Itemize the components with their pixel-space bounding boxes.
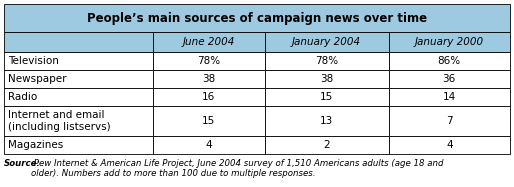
Text: 78%: 78% [197, 56, 221, 66]
Text: 38: 38 [203, 74, 215, 84]
Text: Television: Television [8, 56, 59, 66]
Bar [4, 4, 510, 32]
Bar [265, 32, 389, 52]
Text: 7: 7 [446, 116, 453, 126]
Bar [265, 70, 389, 88]
Text: 4: 4 [206, 140, 212, 150]
Bar [389, 106, 510, 136]
Bar [389, 32, 510, 52]
Bar [153, 106, 265, 136]
Text: 78%: 78% [315, 56, 338, 66]
Text: 4: 4 [446, 140, 453, 150]
Text: 15: 15 [320, 92, 333, 102]
Bar [265, 136, 389, 154]
Bar [153, 136, 265, 154]
Text: Radio: Radio [8, 92, 37, 102]
Bar [153, 52, 265, 70]
Text: January 2004: January 2004 [292, 37, 361, 47]
Text: 16: 16 [203, 92, 215, 102]
Bar [4, 88, 153, 106]
Text: Source:: Source: [4, 159, 41, 168]
Bar [389, 70, 510, 88]
Text: Pew Internet & American Life Project, June 2004 survey of 1,510 Americans adults: Pew Internet & American Life Project, Ju… [31, 159, 444, 178]
Bar [153, 70, 265, 88]
Bar [389, 52, 510, 70]
Text: People’s main sources of campaign news over time: People’s main sources of campaign news o… [87, 11, 427, 24]
Bar [4, 52, 153, 70]
Bar [4, 136, 153, 154]
Bar [265, 88, 389, 106]
Bar [153, 88, 265, 106]
Text: 15: 15 [203, 116, 215, 126]
Text: Internet and email
(including listservs): Internet and email (including listservs) [8, 110, 111, 132]
Text: 36: 36 [443, 74, 456, 84]
Text: Magazines: Magazines [8, 140, 63, 150]
Bar [4, 70, 153, 88]
Bar [153, 32, 265, 52]
Bar [265, 106, 389, 136]
Bar [265, 52, 389, 70]
Text: Newspaper: Newspaper [8, 74, 66, 84]
Text: 13: 13 [320, 116, 333, 126]
Bar [4, 106, 153, 136]
Bar [4, 32, 153, 52]
Bar [389, 88, 510, 106]
Text: 2: 2 [323, 140, 330, 150]
Text: 14: 14 [443, 92, 456, 102]
Text: 38: 38 [320, 74, 333, 84]
Text: 86%: 86% [438, 56, 461, 66]
Text: June 2004: June 2004 [183, 37, 235, 47]
Text: January 2000: January 2000 [415, 37, 484, 47]
Bar [389, 136, 510, 154]
